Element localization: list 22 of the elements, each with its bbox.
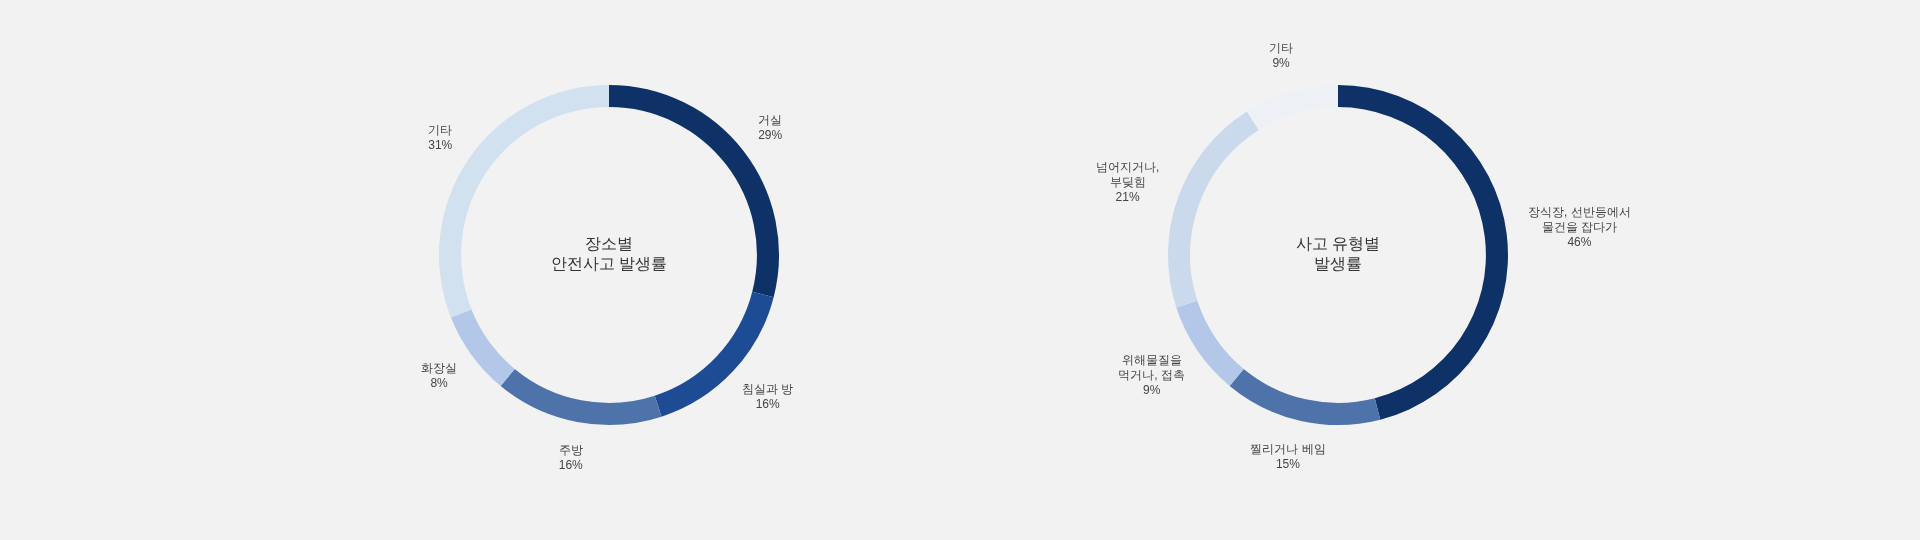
data-label: 16% bbox=[558, 458, 584, 473]
slice-label: 주방 bbox=[558, 443, 583, 458]
data-label: 9% bbox=[1272, 56, 1291, 71]
data-label: 15% bbox=[1275, 456, 1301, 471]
slice-label: 거실 bbox=[758, 112, 783, 127]
slice-label: 침실과 방 bbox=[742, 381, 794, 396]
data-label: 46% bbox=[1567, 235, 1592, 250]
text: 장소별 안전사고 발생률 bbox=[550, 235, 668, 273]
slice-label: 기타 bbox=[1269, 41, 1294, 56]
slice-label: 장식장, 선반등에서 물건을 잡다가 bbox=[1528, 205, 1631, 235]
data-label: 16% bbox=[755, 396, 780, 411]
data-label: 9% bbox=[1142, 382, 1161, 397]
data-label: 21% bbox=[1115, 189, 1140, 204]
slice-label: 화장실 bbox=[421, 361, 458, 376]
data-label: 29% bbox=[758, 127, 783, 142]
slice-label: 기타 bbox=[428, 123, 453, 138]
slice-label: 넘어지거나, 부딪힘 bbox=[1095, 159, 1160, 189]
slice-label: 찔리거나 베임 bbox=[1250, 441, 1326, 456]
data-label: 31% bbox=[428, 138, 453, 153]
slice-label: 위해물질을 먹거나, 접촉 bbox=[1118, 352, 1185, 382]
data-label: 8% bbox=[430, 376, 449, 391]
text: 사고 유형별 발생률 bbox=[1295, 235, 1381, 273]
